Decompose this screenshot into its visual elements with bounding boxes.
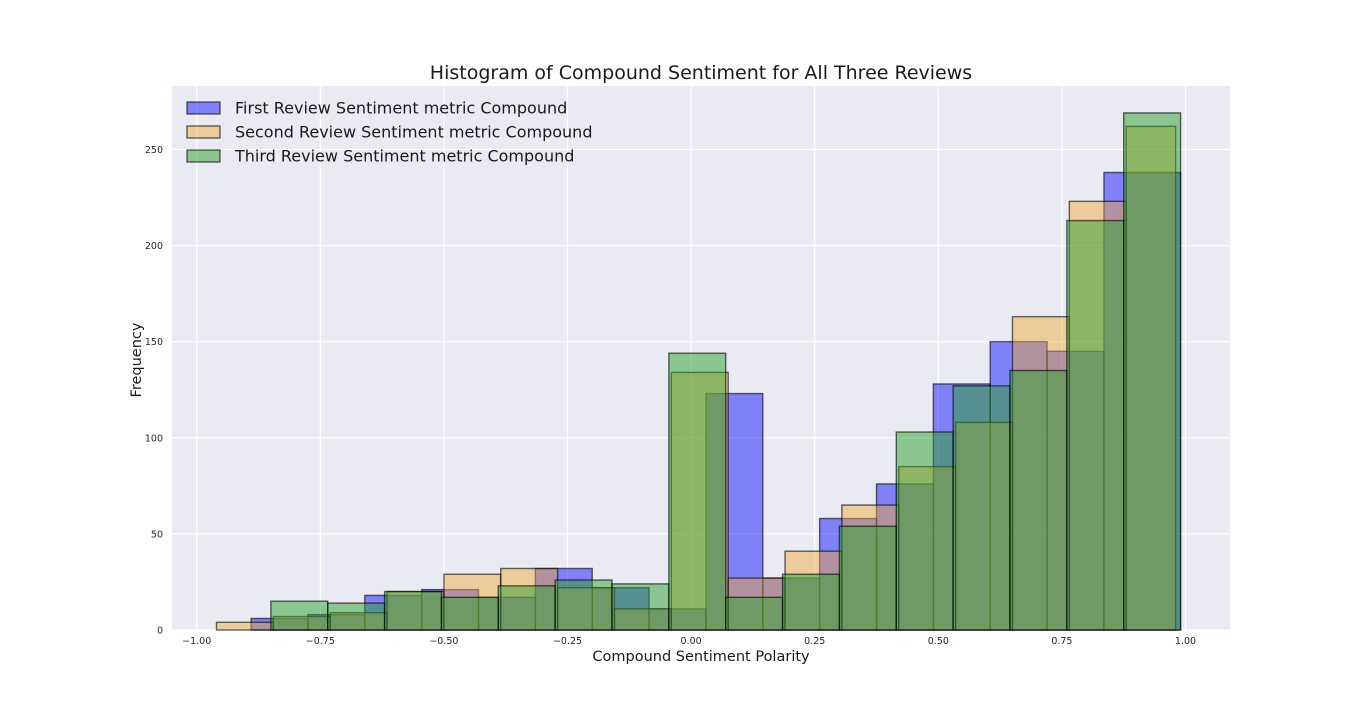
- histogram-bar: [725, 596, 784, 631]
- histogram-bar: [497, 585, 556, 631]
- legend-swatch: [186, 125, 221, 139]
- y-tick-label: 0: [157, 626, 163, 637]
- x-tick-label: 0.25: [804, 636, 825, 647]
- x-tick-label: −0.75: [306, 636, 335, 647]
- histogram-bar: [270, 600, 329, 631]
- y-tick-label: 150: [145, 337, 163, 348]
- histogram-bar: [668, 352, 727, 631]
- histogram-bars: [215, 112, 1182, 631]
- legend-swatch: [186, 149, 221, 163]
- histogram-bar: [611, 583, 670, 631]
- x-tick-label: 0.00: [681, 636, 702, 647]
- histogram-bar: [895, 431, 954, 631]
- histogram-bar: [1009, 369, 1068, 631]
- histogram-bar: [554, 579, 613, 631]
- legend-item: Second Review Sentiment metric Compound: [186, 123, 592, 142]
- x-tick-label: 1.00: [1175, 636, 1196, 647]
- x-tick-label: −0.50: [429, 636, 458, 647]
- legend-label: Second Review Sentiment metric Compound: [235, 123, 592, 142]
- x-tick-label: 0.75: [1051, 636, 1072, 647]
- legend-item: Third Review Sentiment metric Compound: [186, 147, 574, 166]
- series-3-bars: [270, 112, 1182, 631]
- y-tick-label: 100: [145, 433, 163, 444]
- histogram-bar: [1066, 219, 1125, 631]
- y-tick-label: 200: [145, 241, 163, 252]
- x-tick-label: 0.50: [928, 636, 949, 647]
- y-tick-label: 250: [145, 145, 163, 156]
- legend-swatch: [186, 101, 221, 115]
- legend: First Review Sentiment metric Compound Se…: [186, 99, 592, 166]
- histogram-bar: [1123, 112, 1182, 631]
- chart-title: Histogram of Compound Sentiment for All …: [430, 62, 972, 84]
- histogram-bar: [440, 596, 499, 631]
- x-tick-label: −0.25: [553, 636, 582, 647]
- y-tick-label: 50: [151, 529, 163, 540]
- legend-label: Third Review Sentiment metric Compound: [234, 147, 574, 166]
- histogram-bar: [383, 590, 443, 631]
- histogram-bar: [952, 385, 1011, 631]
- legend-item: First Review Sentiment metric Compound: [186, 99, 567, 118]
- y-axis-label: Frequency: [129, 322, 145, 397]
- histogram-bar: [781, 573, 841, 631]
- histogram-bar: [327, 602, 386, 631]
- x-axis-label: Compound Sentiment Polarity: [592, 649, 810, 665]
- legend-label: First Review Sentiment metric Compound: [235, 99, 567, 118]
- histogram-bar: [215, 621, 275, 631]
- tick-labels: −1.00 −0.75 −0.50 −0.25 0.00 0.25 0.50 0.75 1.00…: [145, 145, 1196, 647]
- x-tick-label: −1.00: [182, 636, 211, 647]
- histogram-bar: [838, 525, 897, 631]
